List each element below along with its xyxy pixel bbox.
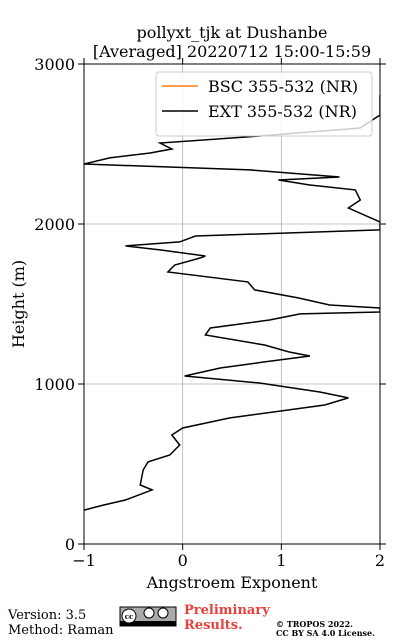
copyright: © TROPOS 2022. — [276, 619, 353, 629]
x-tick-label: 0 — [178, 551, 188, 570]
plot-frame — [83, 63, 381, 545]
y-tick-label: 0 — [65, 535, 75, 554]
plot-area — [84, 95, 380, 511]
svg-text:cc: cc — [125, 612, 134, 621]
copyright: CC BY SA 4.0 License. — [276, 628, 375, 638]
version: Version: 3.5 — [7, 608, 86, 623]
legend-box — [155, 71, 373, 137]
cc-logo: cc — [119, 606, 177, 627]
preliminary: Results. — [184, 618, 243, 633]
data-line — [84, 95, 380, 511]
method: Method: Raman — [8, 623, 114, 638]
chart-title: pollyxt_tjk at Dushanbe — [136, 23, 327, 42]
y-tick-label: 3000 — [34, 55, 75, 74]
legend-label: EXT 355-532 (NR) — [208, 102, 357, 121]
x-axis-label: Angstroem Exponent — [146, 573, 318, 592]
preliminary: Preliminary — [184, 603, 270, 618]
y-tick-label: 1000 — [34, 375, 75, 394]
chart-title: [Averaged] 20220712 15:00-15:59 — [93, 42, 371, 61]
x-tick-label: 2 — [375, 551, 385, 570]
x-tick-label: −1 — [72, 551, 96, 570]
y-axis-label: Height (m) — [9, 260, 28, 348]
legend-label: BSC 355-532 (NR) — [208, 77, 358, 96]
x-tick-label: 1 — [276, 551, 286, 570]
y-tick-label: 2000 — [34, 215, 75, 234]
